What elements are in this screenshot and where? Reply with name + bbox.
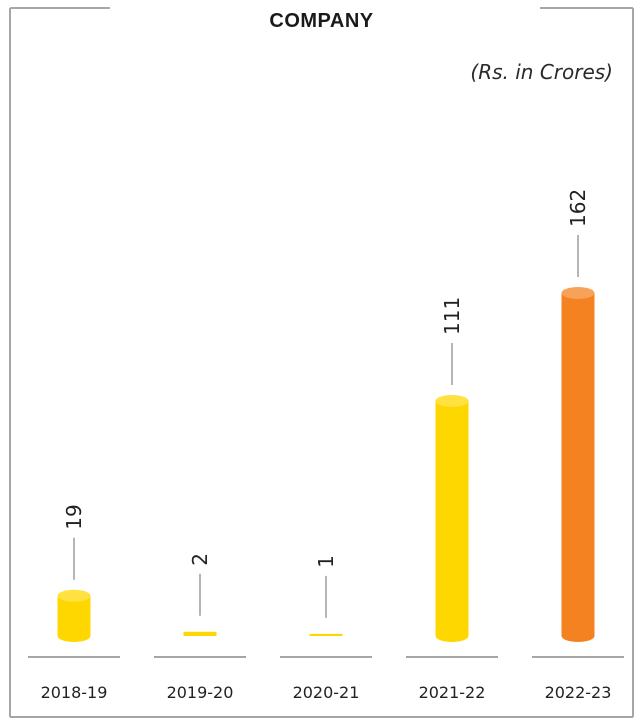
bar-body [183,631,217,636]
bar-cap [435,394,469,407]
chart-title: COMPANY [269,10,374,32]
category-label: 2018-19 [41,683,108,702]
bar-body [435,400,469,636]
bar-cap [561,287,595,299]
bar-2019-20 [183,631,217,636]
value-label: 111 [440,297,464,335]
bar-base [561,630,595,642]
bar-2021-22 [435,394,469,642]
bar-body [309,633,343,636]
category-label: 2019-20 [167,683,234,702]
bar-body [561,293,595,636]
value-label: 2 [188,553,212,566]
bar-cap [57,589,91,602]
bar-base [57,630,91,642]
chart-unit-label: (Rs. in Crores) [470,60,613,84]
category-label: 2022-23 [545,683,612,702]
bar-2020-21 [309,633,343,636]
bar-base [435,630,469,642]
bar-2018-19 [57,589,91,642]
bar-2022-23 [561,287,595,642]
bar-body [57,595,91,636]
value-label: 19 [62,504,86,529]
value-label: 1 [314,555,338,568]
value-label: 162 [566,189,590,227]
category-label: 2021-22 [419,683,486,702]
category-label: 2020-21 [293,683,360,702]
